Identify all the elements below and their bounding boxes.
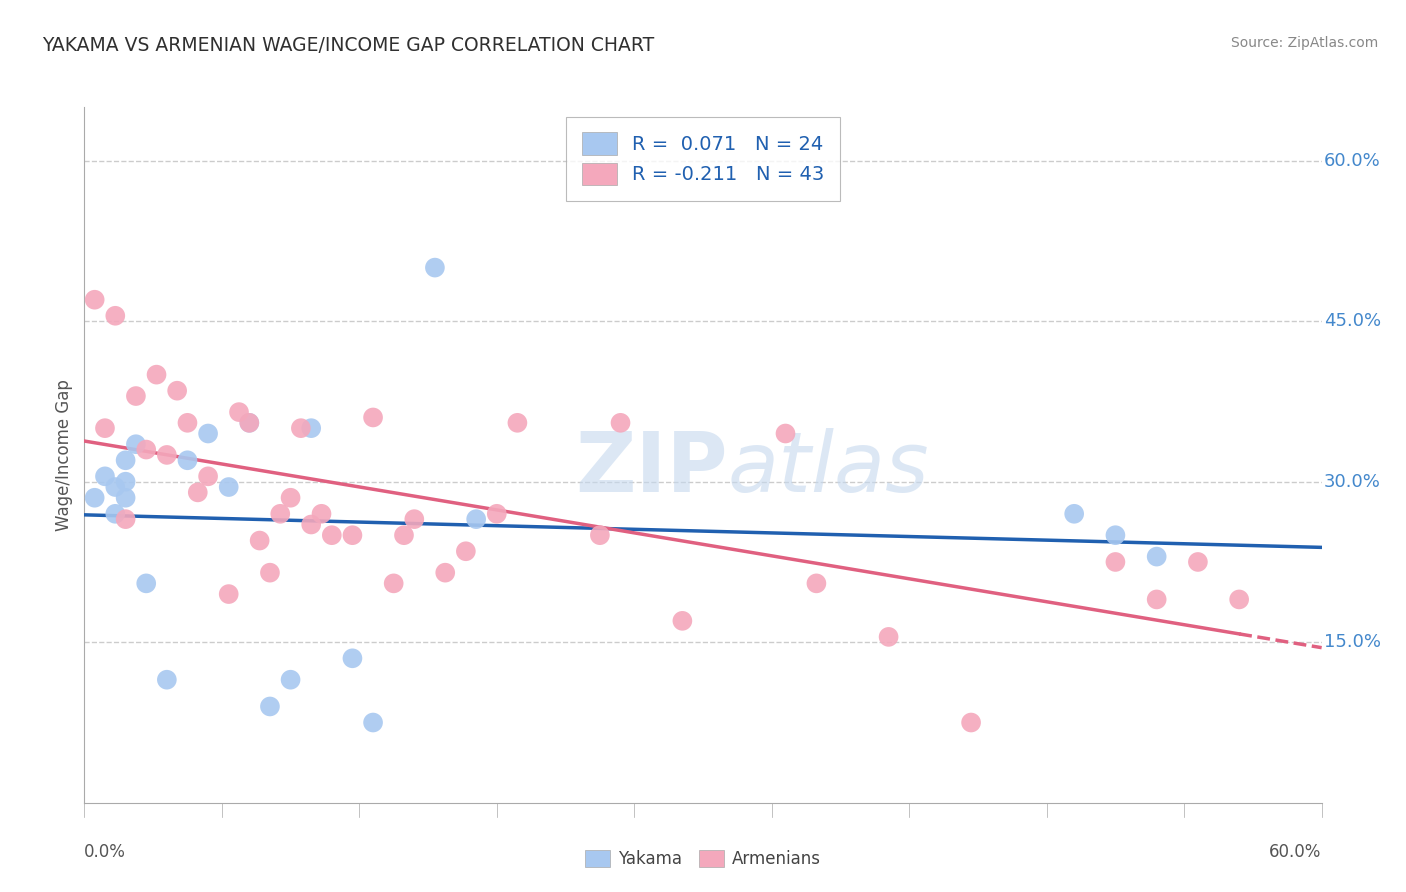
Point <box>145 368 167 382</box>
Point <box>187 485 209 500</box>
Point <box>671 614 693 628</box>
Point <box>342 651 364 665</box>
Text: 60.0%: 60.0% <box>1270 843 1322 861</box>
Point <box>135 442 157 457</box>
Point <box>218 480 240 494</box>
Point <box>125 437 148 451</box>
Point <box>465 512 488 526</box>
Point <box>166 384 188 398</box>
Point <box>877 630 900 644</box>
Text: 45.0%: 45.0% <box>1324 312 1381 330</box>
Point <box>238 416 260 430</box>
Point <box>104 480 127 494</box>
Text: 15.0%: 15.0% <box>1324 633 1381 651</box>
Point <box>104 507 127 521</box>
Point <box>342 528 364 542</box>
Point <box>404 512 426 526</box>
Point <box>454 544 477 558</box>
Point <box>775 426 797 441</box>
Point <box>392 528 415 542</box>
Point <box>280 491 302 505</box>
Point <box>197 426 219 441</box>
Point <box>806 576 828 591</box>
Point <box>1146 549 1168 564</box>
Point <box>960 715 983 730</box>
Point <box>1104 555 1126 569</box>
Legend: R =  0.071   N = 24, R = -0.211   N = 43: R = 0.071 N = 24, R = -0.211 N = 43 <box>567 117 839 201</box>
Point <box>94 421 117 435</box>
Point <box>269 507 291 521</box>
Text: YAKAMA VS ARMENIAN WAGE/INCOME GAP CORRELATION CHART: YAKAMA VS ARMENIAN WAGE/INCOME GAP CORRE… <box>42 36 654 54</box>
Point <box>1187 555 1209 569</box>
Point <box>114 491 136 505</box>
Point <box>176 416 198 430</box>
Point <box>156 448 179 462</box>
Point <box>238 416 260 430</box>
Point <box>156 673 179 687</box>
Point <box>114 475 136 489</box>
Legend: Yakama, Armenians: Yakama, Armenians <box>578 843 828 875</box>
Point <box>290 421 312 435</box>
Point <box>299 421 322 435</box>
Point <box>1104 528 1126 542</box>
Point <box>485 507 508 521</box>
Point <box>361 715 384 730</box>
Text: Source: ZipAtlas.com: Source: ZipAtlas.com <box>1230 36 1378 50</box>
Point <box>114 453 136 467</box>
Point <box>125 389 148 403</box>
Text: ZIP: ZIP <box>575 428 728 509</box>
Point <box>1227 592 1250 607</box>
Point <box>506 416 529 430</box>
Point <box>197 469 219 483</box>
Text: 30.0%: 30.0% <box>1324 473 1381 491</box>
Point <box>361 410 384 425</box>
Point <box>218 587 240 601</box>
Point <box>609 416 631 430</box>
Text: 0.0%: 0.0% <box>84 843 127 861</box>
Point <box>94 469 117 483</box>
Point <box>135 576 157 591</box>
Point <box>299 517 322 532</box>
Point <box>114 512 136 526</box>
Point <box>311 507 333 521</box>
Point <box>259 566 281 580</box>
Point <box>83 491 105 505</box>
Point <box>228 405 250 419</box>
Point <box>280 673 302 687</box>
Point <box>321 528 343 542</box>
Point <box>382 576 405 591</box>
Point <box>83 293 105 307</box>
Point <box>259 699 281 714</box>
Point <box>249 533 271 548</box>
Point <box>423 260 446 275</box>
Y-axis label: Wage/Income Gap: Wage/Income Gap <box>55 379 73 531</box>
Point <box>176 453 198 467</box>
Point <box>589 528 612 542</box>
Point <box>104 309 127 323</box>
Point <box>434 566 457 580</box>
Text: 60.0%: 60.0% <box>1324 152 1381 169</box>
Point <box>1063 507 1085 521</box>
Text: atlas: atlas <box>728 428 929 509</box>
Point <box>1146 592 1168 607</box>
